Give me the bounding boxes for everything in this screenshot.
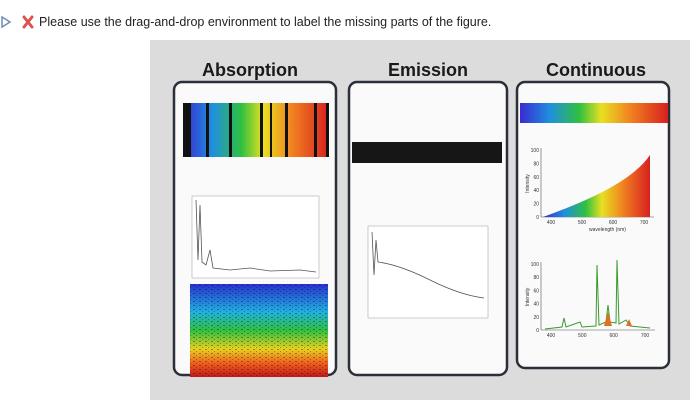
y-tick-label: 60 [533, 175, 539, 181]
line-spectrum-plot [540, 259, 655, 331]
y-tick-label: 20 [533, 202, 539, 208]
y-tick-label: 20 [533, 315, 539, 321]
x-tick-label: 600 [609, 333, 618, 339]
column-heading: Absorption [202, 60, 298, 80]
y-tick-label: 60 [533, 288, 539, 294]
drop-zone[interactable] [515, 80, 671, 370]
emission-spectrum [352, 142, 502, 163]
x-tick-label: 500 [578, 220, 587, 226]
x-tick-label: 400 [547, 220, 556, 226]
absorption-noise [190, 284, 328, 377]
x-tick-label: 600 [609, 220, 618, 226]
absorption-trace [195, 199, 317, 273]
y-axis-label: Intensity [525, 174, 531, 193]
y-tick-label: 40 [533, 302, 539, 308]
y-tick-label: 80 [533, 275, 539, 281]
y-axis-label: Intensity [525, 287, 531, 306]
emission-plot [367, 225, 489, 319]
y-tick-label: 40 [533, 188, 539, 194]
column-heading: Emission [388, 60, 468, 80]
x-tick-label: 700 [640, 220, 649, 226]
x-tick-label: 500 [578, 333, 587, 339]
expand-arrow[interactable] [1, 15, 12, 29]
absorption-lines [183, 103, 329, 157]
instruction: Please use the drag-and-drop environment… [39, 15, 491, 29]
y-tick-label: 0 [536, 328, 539, 334]
status-icon [22, 15, 34, 29]
continuous-spectrum [520, 103, 668, 123]
column-heading: Continuous [546, 60, 646, 80]
blackbody-plot [540, 148, 654, 218]
y-tick-label: 100 [531, 148, 540, 154]
x-tick-label: 400 [547, 333, 556, 339]
emission-trace [371, 231, 485, 299]
x-tick-label: 700 [641, 333, 650, 339]
top-bar [0, 0, 700, 40]
absorption-spectrum [183, 103, 329, 157]
y-tick-label: 100 [531, 262, 540, 268]
absorption-plot [191, 195, 320, 279]
x-axis-label: wavelength (nm) [589, 227, 626, 233]
y-tick-label: 0 [536, 215, 539, 221]
y-tick-label: 80 [533, 161, 539, 167]
